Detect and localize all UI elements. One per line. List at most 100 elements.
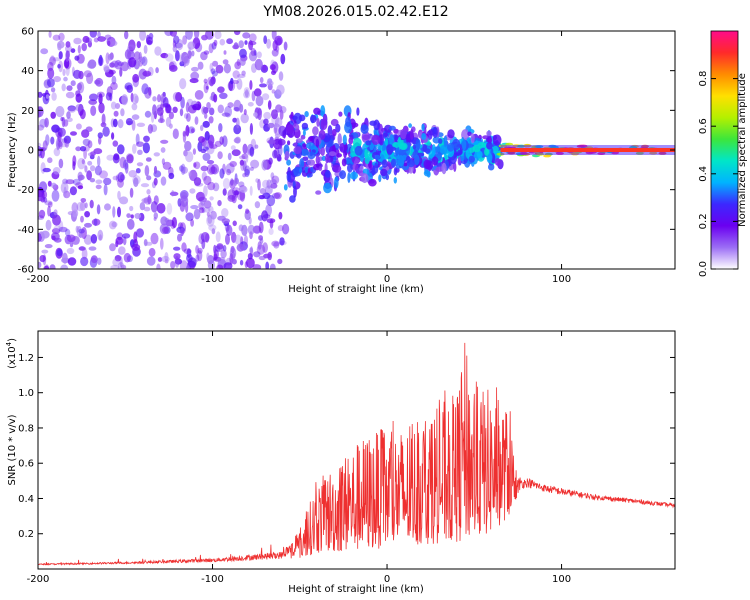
spectrogram-cell bbox=[197, 136, 206, 143]
spectrogram-cell bbox=[222, 245, 227, 252]
spectrogram-cell bbox=[44, 264, 49, 269]
spectrogram-cell bbox=[142, 70, 152, 77]
spectrogram-cell bbox=[56, 249, 63, 257]
spectrogram-cell bbox=[230, 178, 234, 186]
spectrogram-cell bbox=[295, 138, 303, 144]
spectrogram-cell bbox=[112, 175, 119, 181]
spectrogram-cell bbox=[127, 44, 136, 51]
spectrogram-cell bbox=[53, 76, 61, 83]
spectrogram-cell bbox=[259, 77, 264, 84]
spectrogram-cell bbox=[139, 31, 147, 41]
spectrogram-cell bbox=[258, 221, 264, 234]
spectrogram-cell bbox=[342, 134, 347, 145]
spectrogram-cell bbox=[368, 178, 377, 187]
spectrogram-cell bbox=[272, 149, 278, 159]
spectrogram-cell bbox=[132, 175, 141, 185]
spectrogram-cell bbox=[405, 156, 411, 164]
spectrogram-cell bbox=[62, 68, 66, 77]
spectrogram-cell bbox=[126, 213, 131, 219]
spectrogram-cell bbox=[309, 136, 314, 142]
spectrogram-cell bbox=[114, 255, 122, 262]
spectrogram-cell bbox=[247, 224, 255, 235]
y-tick-label: 0.6 bbox=[18, 459, 34, 470]
spectrogram-cell bbox=[143, 239, 148, 247]
spectrogram-cell bbox=[183, 56, 190, 64]
spectrogram-cell bbox=[231, 149, 241, 157]
spectrogram-cell bbox=[65, 41, 71, 48]
spectrogram-cell bbox=[109, 62, 115, 68]
spectrogram-cell bbox=[287, 140, 291, 146]
spectrogram-cell bbox=[67, 105, 76, 112]
spectrogram-cell bbox=[180, 195, 189, 208]
spectrogram-cell bbox=[212, 182, 220, 192]
spectrogram-cell bbox=[75, 93, 83, 103]
spectrogram-cell bbox=[146, 175, 152, 181]
spectrogram-cell bbox=[143, 135, 150, 142]
spectrogram-cell bbox=[227, 152, 232, 161]
spectrogram-cell bbox=[280, 53, 286, 65]
spectrogram-cell bbox=[141, 198, 150, 203]
spectrogram-cell bbox=[74, 55, 80, 61]
spectrogram-cell bbox=[67, 106, 76, 113]
spectrogram-cell bbox=[253, 112, 258, 117]
spectrogram-cell bbox=[44, 117, 49, 128]
colorbar-label: Normalized spectral amplitude bbox=[737, 73, 748, 227]
spectrogram-cell bbox=[374, 162, 379, 174]
spectrogram-cell bbox=[441, 162, 447, 175]
spectrogram-cell bbox=[170, 261, 176, 269]
spectrogram-cell bbox=[276, 156, 282, 162]
spectrogram-cell bbox=[258, 195, 266, 200]
spectrogram-cell bbox=[90, 234, 98, 244]
spectrogram-cell bbox=[183, 113, 189, 119]
spectrogram-cell bbox=[385, 138, 388, 146]
spectrogram-cell bbox=[426, 141, 432, 146]
snr-panel: -200 -100 0 100 0.2 0.4 0.6 0.8 1.0 1.2 Height of… bbox=[5, 330, 676, 595]
spectrogram-cell bbox=[166, 202, 173, 215]
spectrogram-cell bbox=[209, 62, 214, 72]
y-tick-label: 0 bbox=[28, 146, 34, 157]
spectrogram-cell bbox=[207, 215, 213, 224]
spectrogram-cell bbox=[42, 140, 48, 151]
y-tick-label: 0.4 bbox=[18, 494, 34, 505]
spectrogram-cell bbox=[81, 43, 87, 52]
spectrogram-cell bbox=[89, 31, 97, 38]
spectrogram-cell bbox=[243, 109, 247, 116]
spectrogram-cell bbox=[234, 61, 242, 70]
spectrogram-cell bbox=[96, 204, 101, 215]
snr-ylabel: SNR (10 * v/v) bbox=[7, 414, 18, 485]
spectrogram-cell bbox=[236, 58, 241, 67]
spectrogram-cell bbox=[54, 237, 62, 243]
spectrogram-cell bbox=[336, 153, 342, 158]
spectrogram-cell bbox=[41, 249, 49, 254]
spectrogram-cell bbox=[141, 56, 148, 67]
spectrogram-cell bbox=[321, 155, 327, 161]
spectrogram-cell bbox=[249, 166, 254, 171]
spectrogram-cell bbox=[364, 148, 369, 159]
spectrogram-cell bbox=[150, 232, 159, 245]
spectrogram-cell bbox=[172, 92, 180, 102]
spectrogram-cell bbox=[274, 133, 281, 138]
spectrogram-cell bbox=[250, 159, 260, 169]
spectrogram-cell bbox=[65, 44, 72, 53]
spectrogram-cell bbox=[271, 109, 278, 120]
spectrogram-cell bbox=[84, 165, 88, 173]
spectrogram-cell bbox=[331, 128, 337, 137]
y-tick-label: 1.0 bbox=[18, 388, 34, 399]
spectrogram-cell bbox=[190, 205, 199, 210]
spectrogram-cell bbox=[140, 183, 150, 188]
spectrogram-cell bbox=[298, 114, 306, 122]
spectrogram-cell bbox=[58, 226, 68, 233]
spectrogram-cell bbox=[131, 93, 139, 105]
spectrogram-cell bbox=[152, 104, 157, 116]
spectrogram-cell bbox=[250, 48, 256, 56]
spectrogram-cell bbox=[150, 111, 155, 123]
spectrogram-cell bbox=[117, 262, 125, 269]
spectrogram-cell bbox=[110, 82, 118, 91]
spectrogram-cell bbox=[209, 78, 215, 87]
spectrogram-cell bbox=[87, 61, 96, 69]
spectrogram-cell bbox=[203, 185, 208, 198]
spectrogram-cell bbox=[154, 46, 162, 56]
spectrogram-cell bbox=[60, 117, 64, 122]
spectrogram-cell bbox=[200, 232, 210, 243]
